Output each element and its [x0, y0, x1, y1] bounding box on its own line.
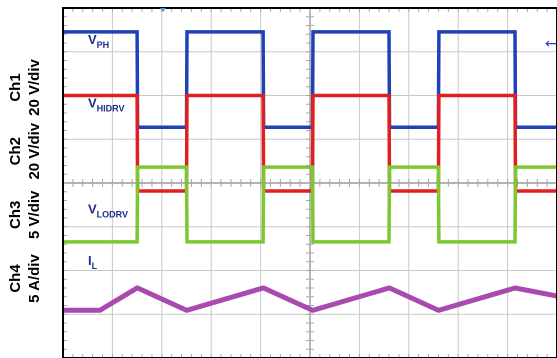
- signal-label-main: V: [88, 201, 97, 216]
- signal-label-ch1: VPH: [88, 32, 109, 50]
- channel-name: Ch2: [7, 137, 24, 165]
- channel-label-ch1: Ch1 20 V/div: [7, 58, 43, 115]
- channel-label-ch4: Ch4 5 A/div: [7, 254, 43, 303]
- channel-name: Ch3: [7, 201, 24, 229]
- signal-label-subscript: LODRV: [97, 209, 128, 219]
- trace-ch3: [63, 165, 557, 244]
- plot-border: [62, 7, 557, 358]
- signal-label-main: V: [88, 96, 97, 111]
- arrow-icon: ←: [545, 36, 557, 52]
- traces: [63, 30, 557, 313]
- signal-label-main: V: [88, 32, 97, 47]
- trace-ch4: [63, 285, 557, 313]
- channel-scale: 5 A/div: [26, 254, 43, 303]
- signal-label-subscript: PH: [97, 40, 110, 50]
- signal-label-ch2: VHIDRV: [88, 96, 125, 114]
- channel-scale: 20 V/div: [26, 122, 43, 179]
- signal-label-ch4: IL: [88, 253, 98, 271]
- signal-label-subscript: L: [92, 261, 98, 271]
- channel-name: Ch4: [7, 264, 24, 293]
- channel-name: Ch1: [7, 73, 24, 101]
- trigger-marker-icon: [160, 8, 166, 12]
- signal-label-main: I: [88, 253, 92, 268]
- signal-label-subscript: HIDRV: [97, 104, 125, 114]
- channel-scale: 5 V/div: [26, 190, 43, 239]
- signal-label-ch3: VLODRV: [88, 201, 128, 219]
- channel-label-ch2: Ch2 20 V/div: [7, 122, 43, 179]
- channel-label-ch3: Ch3 5 V/div: [7, 190, 43, 239]
- channel-scale: 20 V/div: [26, 58, 43, 115]
